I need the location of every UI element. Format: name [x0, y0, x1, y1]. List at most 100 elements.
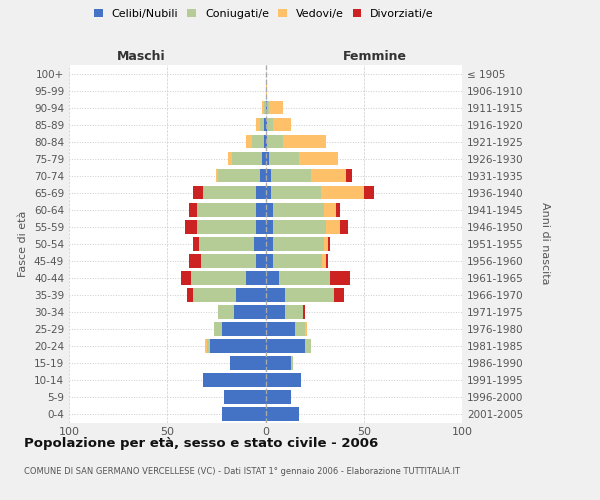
- Legend: Celibi/Nubili, Coniugati/e, Vedovi/e, Divorziati/e: Celibi/Nubili, Coniugati/e, Vedovi/e, Di…: [91, 6, 437, 22]
- Bar: [325, 203, 336, 216]
- Bar: [305, 322, 307, 336]
- Bar: [265, 220, 274, 234]
- Bar: [263, 101, 265, 114]
- Bar: [265, 101, 268, 114]
- Bar: [322, 254, 326, 268]
- Bar: [254, 237, 265, 250]
- Bar: [203, 373, 265, 387]
- Bar: [265, 305, 285, 318]
- Bar: [265, 84, 268, 98]
- Bar: [320, 186, 364, 200]
- Bar: [265, 186, 271, 200]
- Bar: [214, 322, 222, 336]
- Text: Femmine: Femmine: [343, 50, 407, 62]
- Bar: [189, 203, 197, 216]
- Bar: [228, 152, 232, 166]
- Bar: [274, 118, 291, 132]
- Bar: [303, 305, 305, 318]
- Y-axis label: Fasce di età: Fasce di età: [19, 210, 28, 277]
- Bar: [218, 169, 260, 182]
- Y-axis label: Anni di nascita: Anni di nascita: [540, 202, 550, 285]
- Bar: [256, 118, 260, 132]
- Bar: [336, 203, 340, 216]
- Bar: [265, 390, 291, 404]
- Bar: [234, 305, 265, 318]
- Bar: [265, 339, 305, 352]
- Bar: [274, 254, 322, 268]
- Bar: [187, 288, 193, 302]
- Bar: [364, 186, 374, 200]
- Bar: [283, 135, 326, 148]
- Bar: [230, 356, 265, 370]
- Bar: [265, 288, 285, 302]
- Bar: [262, 101, 263, 114]
- Bar: [265, 254, 274, 268]
- Bar: [252, 135, 263, 148]
- Bar: [265, 373, 301, 387]
- Bar: [265, 237, 274, 250]
- Bar: [263, 118, 265, 132]
- Bar: [268, 135, 283, 148]
- Bar: [181, 271, 191, 284]
- Bar: [256, 254, 265, 268]
- Text: Maschi: Maschi: [116, 50, 166, 62]
- Bar: [285, 305, 303, 318]
- Bar: [217, 169, 218, 182]
- Bar: [274, 220, 326, 234]
- Bar: [265, 135, 268, 148]
- Bar: [285, 288, 334, 302]
- Bar: [236, 288, 265, 302]
- Bar: [326, 254, 328, 268]
- Bar: [269, 152, 299, 166]
- Bar: [265, 169, 271, 182]
- Bar: [193, 186, 203, 200]
- Bar: [203, 186, 256, 200]
- Bar: [232, 152, 262, 166]
- Bar: [211, 339, 265, 352]
- Bar: [346, 169, 352, 182]
- Bar: [291, 356, 293, 370]
- Bar: [269, 101, 283, 114]
- Bar: [274, 237, 325, 250]
- Bar: [268, 118, 274, 132]
- Bar: [305, 339, 311, 352]
- Bar: [218, 305, 234, 318]
- Bar: [246, 135, 252, 148]
- Bar: [271, 186, 320, 200]
- Bar: [311, 169, 346, 182]
- Bar: [265, 203, 274, 216]
- Bar: [256, 220, 265, 234]
- Bar: [256, 186, 265, 200]
- Bar: [265, 152, 269, 166]
- Bar: [340, 220, 348, 234]
- Bar: [260, 118, 263, 132]
- Bar: [334, 288, 344, 302]
- Bar: [246, 271, 265, 284]
- Bar: [260, 169, 265, 182]
- Bar: [185, 220, 197, 234]
- Bar: [265, 322, 295, 336]
- Bar: [191, 271, 246, 284]
- Bar: [222, 322, 265, 336]
- Bar: [197, 203, 256, 216]
- Bar: [271, 169, 311, 182]
- Bar: [199, 237, 254, 250]
- Bar: [265, 271, 279, 284]
- Bar: [193, 288, 236, 302]
- Bar: [262, 152, 265, 166]
- Bar: [265, 407, 299, 421]
- Bar: [200, 254, 256, 268]
- Bar: [299, 152, 338, 166]
- Bar: [295, 322, 305, 336]
- Bar: [326, 220, 340, 234]
- Bar: [265, 118, 268, 132]
- Bar: [193, 237, 199, 250]
- Bar: [222, 407, 265, 421]
- Bar: [263, 135, 265, 148]
- Bar: [256, 203, 265, 216]
- Bar: [274, 203, 325, 216]
- Bar: [268, 101, 269, 114]
- Text: Popolazione per età, sesso e stato civile - 2006: Popolazione per età, sesso e stato civil…: [24, 438, 378, 450]
- Bar: [197, 220, 256, 234]
- Bar: [205, 339, 206, 352]
